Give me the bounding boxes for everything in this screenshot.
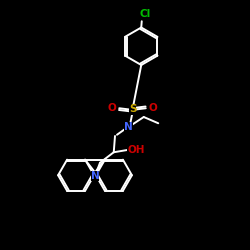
Text: Cl: Cl: [140, 9, 150, 19]
Text: N: N: [124, 122, 133, 132]
Text: O: O: [149, 103, 158, 113]
Text: OH: OH: [127, 145, 144, 155]
Text: O: O: [108, 103, 116, 113]
Text: N: N: [90, 172, 100, 181]
Text: S: S: [129, 104, 136, 115]
